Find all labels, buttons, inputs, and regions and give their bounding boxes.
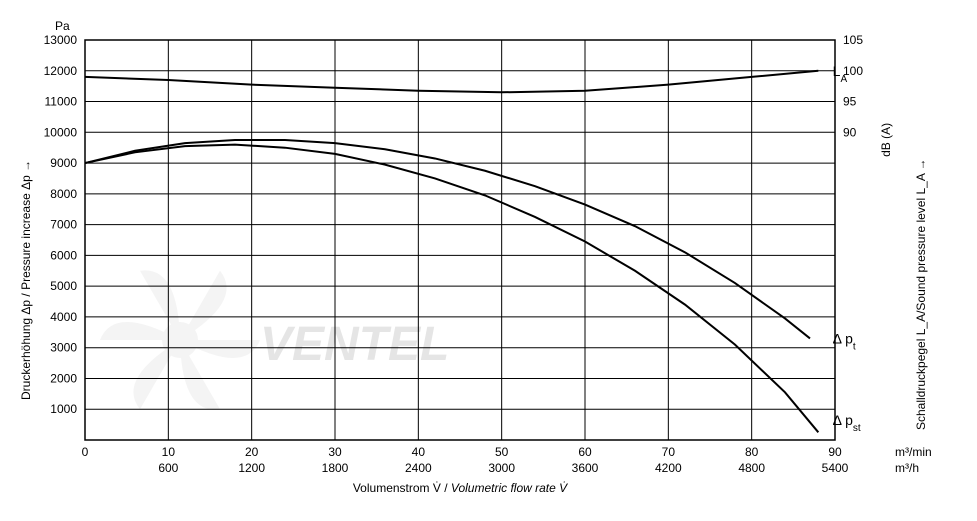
ytick-right: 90 xyxy=(843,125,857,139)
xtick-bottom: 3600 xyxy=(572,461,599,475)
ylabel-left: Druckerhöhung Δp / Pressure increase Δp … xyxy=(19,160,33,400)
xtick-top: 0 xyxy=(82,445,89,459)
xtick-bottom: 4800 xyxy=(738,461,765,475)
xtick-top: 80 xyxy=(745,445,759,459)
xtick-bottom: 4200 xyxy=(655,461,682,475)
xtick-top: 30 xyxy=(328,445,342,459)
curve-la xyxy=(85,71,818,93)
xtick-top: 60 xyxy=(578,445,592,459)
chart-svg: VENTELLAΔ ptΔ pst10002000300040005000600… xyxy=(10,10,967,511)
xtick-bottom: 1800 xyxy=(322,461,349,475)
xtick-bottom: 5400 xyxy=(822,461,849,475)
ytick-left: 4000 xyxy=(50,310,77,324)
unit-db: dB (A) xyxy=(879,123,893,157)
watermark-text: VENTEL xyxy=(260,318,449,371)
ytick-left: 9000 xyxy=(50,156,77,170)
ytick-left: 6000 xyxy=(50,248,77,262)
fan-performance-chart: VENTELLAΔ ptΔ pst10002000300040005000600… xyxy=(10,10,967,511)
ytick-right: 95 xyxy=(843,95,857,109)
xtick-top: 70 xyxy=(662,445,676,459)
ytick-left: 7000 xyxy=(50,218,77,232)
xtick-bottom: 600 xyxy=(158,461,178,475)
ytick-left: 12000 xyxy=(44,64,78,78)
xtick-top: 90 xyxy=(828,445,842,459)
xtick-top: 20 xyxy=(245,445,259,459)
ytick-left: 8000 xyxy=(50,187,77,201)
xtick-bottom: 1200 xyxy=(238,461,265,475)
xtick-bottom: 2400 xyxy=(405,461,432,475)
unit-m3min: m³/min xyxy=(895,445,932,459)
ytick-left: 5000 xyxy=(50,279,77,293)
ytick-left: 11000 xyxy=(45,95,78,109)
label-pt: Δ pt xyxy=(833,330,856,352)
ytick-left: 10000 xyxy=(44,125,78,139)
curve-pt xyxy=(85,140,810,338)
ytick-left: 3000 xyxy=(50,341,77,355)
ytick-left: 13000 xyxy=(44,33,78,47)
label-pst: Δ pst xyxy=(833,412,861,434)
ytick-right: 100 xyxy=(843,64,863,78)
xtick-top: 10 xyxy=(162,445,176,459)
xlabel: Volumenstrom V̇ / Volumetric flow rate V… xyxy=(353,481,568,495)
ytick-right: 105 xyxy=(843,33,863,47)
unit-pa: Pa xyxy=(55,19,70,33)
xtick-top: 40 xyxy=(412,445,426,459)
ylabel-right: Schalldruckpegel L_A/Sound pressure leve… xyxy=(914,159,928,431)
ytick-left: 2000 xyxy=(50,371,77,385)
ytick-left: 1000 xyxy=(50,402,77,416)
xtick-bottom: 3000 xyxy=(488,461,515,475)
xtick-top: 50 xyxy=(495,445,509,459)
unit-m3h: m³/h xyxy=(895,461,919,475)
